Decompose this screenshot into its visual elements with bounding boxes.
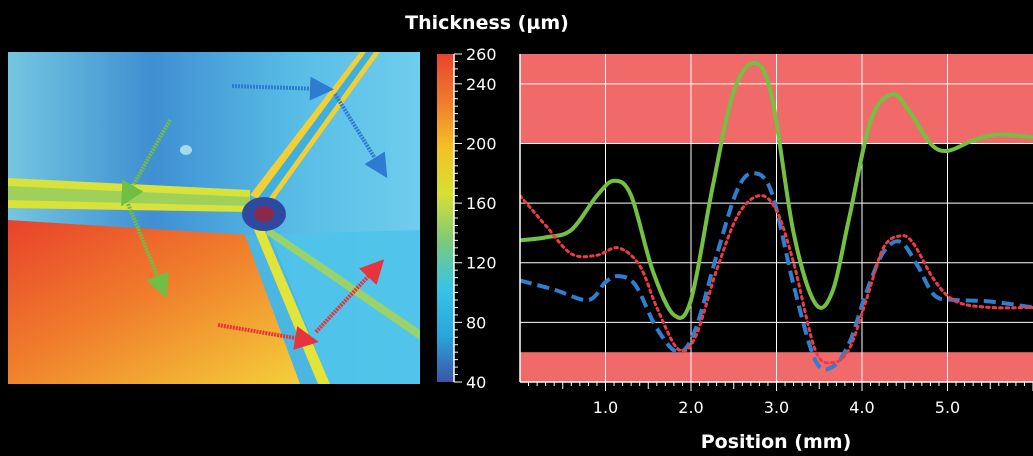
- line-chart: 1.0 2.0 3.0 4.0 5.0 Position (mm): [519, 54, 1033, 453]
- thickness-map-image: [8, 52, 420, 384]
- colorbar-gradient: [437, 54, 454, 382]
- series-line-solid: [520, 60, 1033, 320]
- red-arrow: [314, 259, 385, 334]
- colorbar-tick-label: 240: [466, 75, 497, 94]
- colorbar-tick-label: 80: [466, 313, 486, 332]
- map-arrows: [121, 76, 388, 350]
- series-line-dashed: [520, 171, 1033, 372]
- x-tick-label: 1.0: [593, 398, 618, 417]
- colorbar-title: Thickness (µm): [405, 12, 569, 34]
- colorbar-tick-label: 160: [466, 194, 497, 213]
- x-tick-label: 2.0: [678, 398, 703, 417]
- colorbar-tick-label: 120: [466, 254, 497, 273]
- green-arrow: [121, 119, 172, 207]
- colorbar-tick-label: 200: [466, 134, 497, 153]
- colorbar-tick-label: 40: [466, 373, 486, 392]
- colorbar-tick-label: 260: [466, 45, 497, 64]
- red-arrow: [217, 323, 319, 350]
- x-tick-label: 3.0: [764, 398, 789, 417]
- x-tick-label: 5.0: [935, 398, 960, 417]
- blue-arrow: [231, 76, 334, 101]
- series-line-dotted: [520, 194, 1033, 365]
- x-axis-label: Position (mm): [701, 431, 852, 453]
- colorbar: 260 240 200 160 120 80 40: [437, 45, 497, 392]
- blue-arrow: [333, 92, 388, 179]
- x-tick-label: 4.0: [849, 398, 874, 417]
